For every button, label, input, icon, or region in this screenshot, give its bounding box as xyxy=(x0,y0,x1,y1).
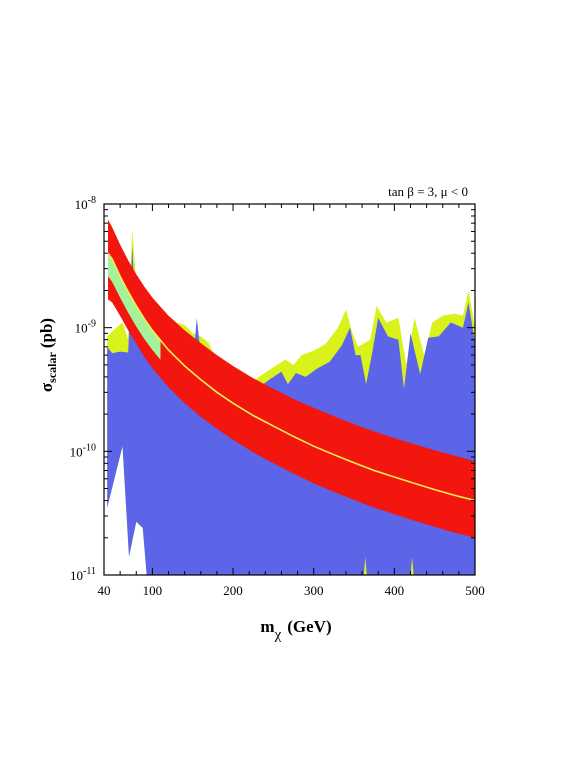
x-tick-label: 500 xyxy=(465,583,485,598)
annotation: tan β = 3, μ < 0 xyxy=(388,184,468,199)
x-axis-unit: (GeV) xyxy=(287,617,331,636)
red-prediction-band xyxy=(108,219,475,538)
x-tick-label: 40 xyxy=(98,583,111,598)
y-tick-label: 10-8 xyxy=(75,195,96,212)
x-tick-label: 100 xyxy=(143,583,163,598)
y-axis-symbol: σ xyxy=(37,382,56,392)
x-axis-symbol: m xyxy=(260,617,274,636)
x-tick-label: 300 xyxy=(304,583,324,598)
x-axis-title: mχ (GeV) xyxy=(260,617,331,643)
y-axis-subscript: scalar xyxy=(45,351,59,382)
plot-frame xyxy=(103,203,476,576)
x-tick-label: 200 xyxy=(223,583,243,598)
y-tick-label: 10-10 xyxy=(70,442,96,459)
y-axis-unit: (pb) xyxy=(37,318,56,348)
x-tick-label: 400 xyxy=(385,583,405,598)
x-axis-subscript: χ xyxy=(274,627,282,643)
center-line xyxy=(107,252,475,502)
y-tick-label: 10-11 xyxy=(70,566,96,583)
y-tick-label: 10-9 xyxy=(75,319,96,336)
y-axis-title: σscalar (pb) xyxy=(37,318,59,392)
